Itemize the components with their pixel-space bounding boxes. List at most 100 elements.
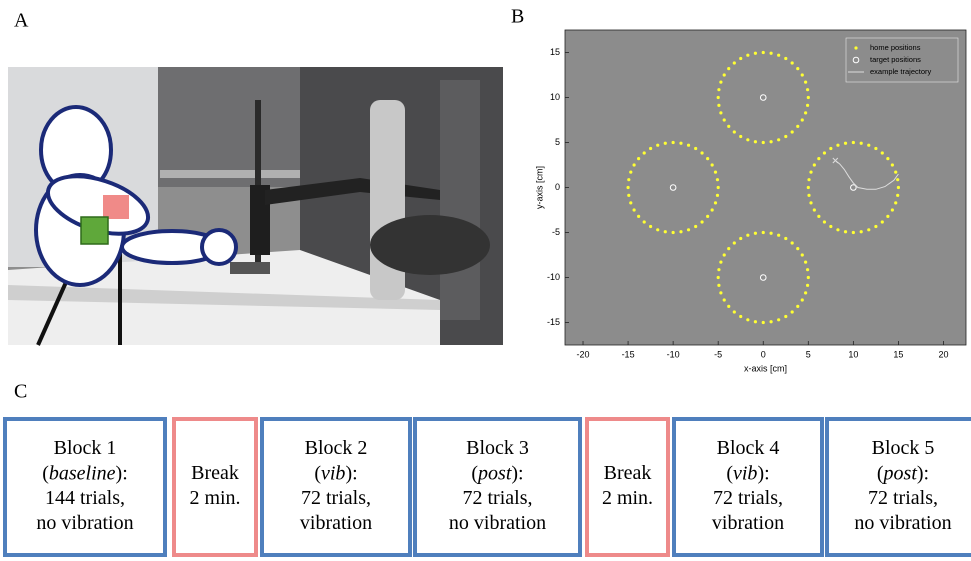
block-text: 72 trials, (463, 487, 533, 509)
home-position (894, 171, 897, 174)
home-position (804, 261, 807, 264)
home-position (891, 208, 894, 211)
panel-label: B (511, 6, 524, 28)
home-position (656, 144, 659, 147)
home-position (806, 284, 809, 287)
home-position (637, 157, 640, 160)
home-position (649, 147, 652, 150)
home-position (807, 178, 810, 181)
legend-label: target positions (870, 55, 921, 64)
home-position (823, 151, 826, 154)
home-position (791, 61, 794, 64)
block-text: 72 trials, (301, 487, 371, 509)
home-position (762, 231, 765, 234)
home-position (706, 157, 709, 160)
home-position (746, 54, 749, 57)
home-position (723, 298, 726, 301)
scatter-chart: -20-15-10-505101520-15-10-5051015x-axis … (534, 30, 966, 373)
home-position (777, 138, 780, 141)
home-position (784, 315, 787, 318)
home-position (769, 320, 772, 323)
home-position (672, 231, 675, 234)
home-position (717, 88, 720, 91)
home-position (719, 261, 722, 264)
home-position (687, 144, 690, 147)
home-position (694, 225, 697, 228)
home-position (733, 241, 736, 244)
home-position (784, 237, 787, 240)
home-position (637, 215, 640, 218)
text-italic: vib (733, 462, 757, 484)
home-position (733, 130, 736, 133)
block-text: Block 3 (466, 437, 529, 459)
text-part: ): (917, 462, 929, 484)
home-position (714, 201, 717, 204)
home-position (769, 52, 772, 55)
block-text: no vibration (449, 512, 546, 534)
home-position (860, 142, 863, 145)
home-position (627, 194, 630, 197)
home-position (719, 291, 722, 294)
home-position (746, 318, 749, 321)
home-position (807, 276, 810, 279)
text-italic: vib (321, 462, 345, 484)
home-position (694, 147, 697, 150)
home-position (746, 138, 749, 141)
block-text: vibration (712, 512, 784, 534)
home-position (719, 81, 722, 84)
home-position (717, 96, 720, 99)
home-position (852, 141, 855, 144)
figure: A B C -20-15-10-505101520-15-10-5051015x… (0, 0, 971, 561)
y-tick-label: 5 (555, 137, 560, 147)
home-position (739, 57, 742, 60)
home-position (777, 318, 780, 321)
block-text: (baseline): (42, 462, 128, 484)
home-position (801, 298, 804, 301)
home-position (807, 96, 810, 99)
block-text: 144 trials, (45, 487, 125, 509)
home-position (739, 237, 742, 240)
home-position (629, 171, 632, 174)
x-tick-label: -20 (577, 349, 590, 359)
home-position (791, 310, 794, 313)
x-tick-label: 20 (938, 349, 948, 359)
home-position (804, 291, 807, 294)
home-position (801, 118, 804, 121)
home-position (717, 186, 720, 189)
home-position (896, 194, 899, 197)
block-text: 2 min. (602, 487, 653, 509)
home-position (700, 220, 703, 223)
y-tick-label: 0 (555, 182, 560, 192)
page: {"panel_labels": ["A", "B", "C"], "chart… (0, 0, 971, 561)
home-position (687, 228, 690, 231)
home-position (886, 215, 889, 218)
home-position (633, 163, 636, 166)
y-tick-label: -15 (547, 317, 560, 327)
legend-label: home positions (870, 43, 921, 52)
home-position (727, 305, 730, 308)
home-position (777, 234, 780, 237)
block-text: (vib): (314, 462, 357, 484)
home-position (823, 220, 826, 223)
x-tick-label: 10 (848, 349, 858, 359)
y-tick-label: -5 (552, 227, 560, 237)
home-position (711, 163, 714, 166)
home-position (806, 88, 809, 91)
y-axis-label: y-axis [cm] (534, 166, 544, 209)
home-position (874, 147, 877, 150)
home-position (894, 201, 897, 204)
x-axis-label: x-axis [cm] (744, 363, 787, 373)
home-position (867, 144, 870, 147)
home-position (672, 141, 675, 144)
home-position (807, 194, 810, 197)
home-position (754, 320, 757, 323)
home-position (807, 186, 810, 189)
home-position (649, 225, 652, 228)
home-position (706, 215, 709, 218)
home-position (836, 144, 839, 147)
home-position (727, 125, 730, 128)
home-position (801, 73, 804, 76)
home-position (717, 276, 720, 279)
home-position (643, 151, 646, 154)
home-position (804, 111, 807, 114)
